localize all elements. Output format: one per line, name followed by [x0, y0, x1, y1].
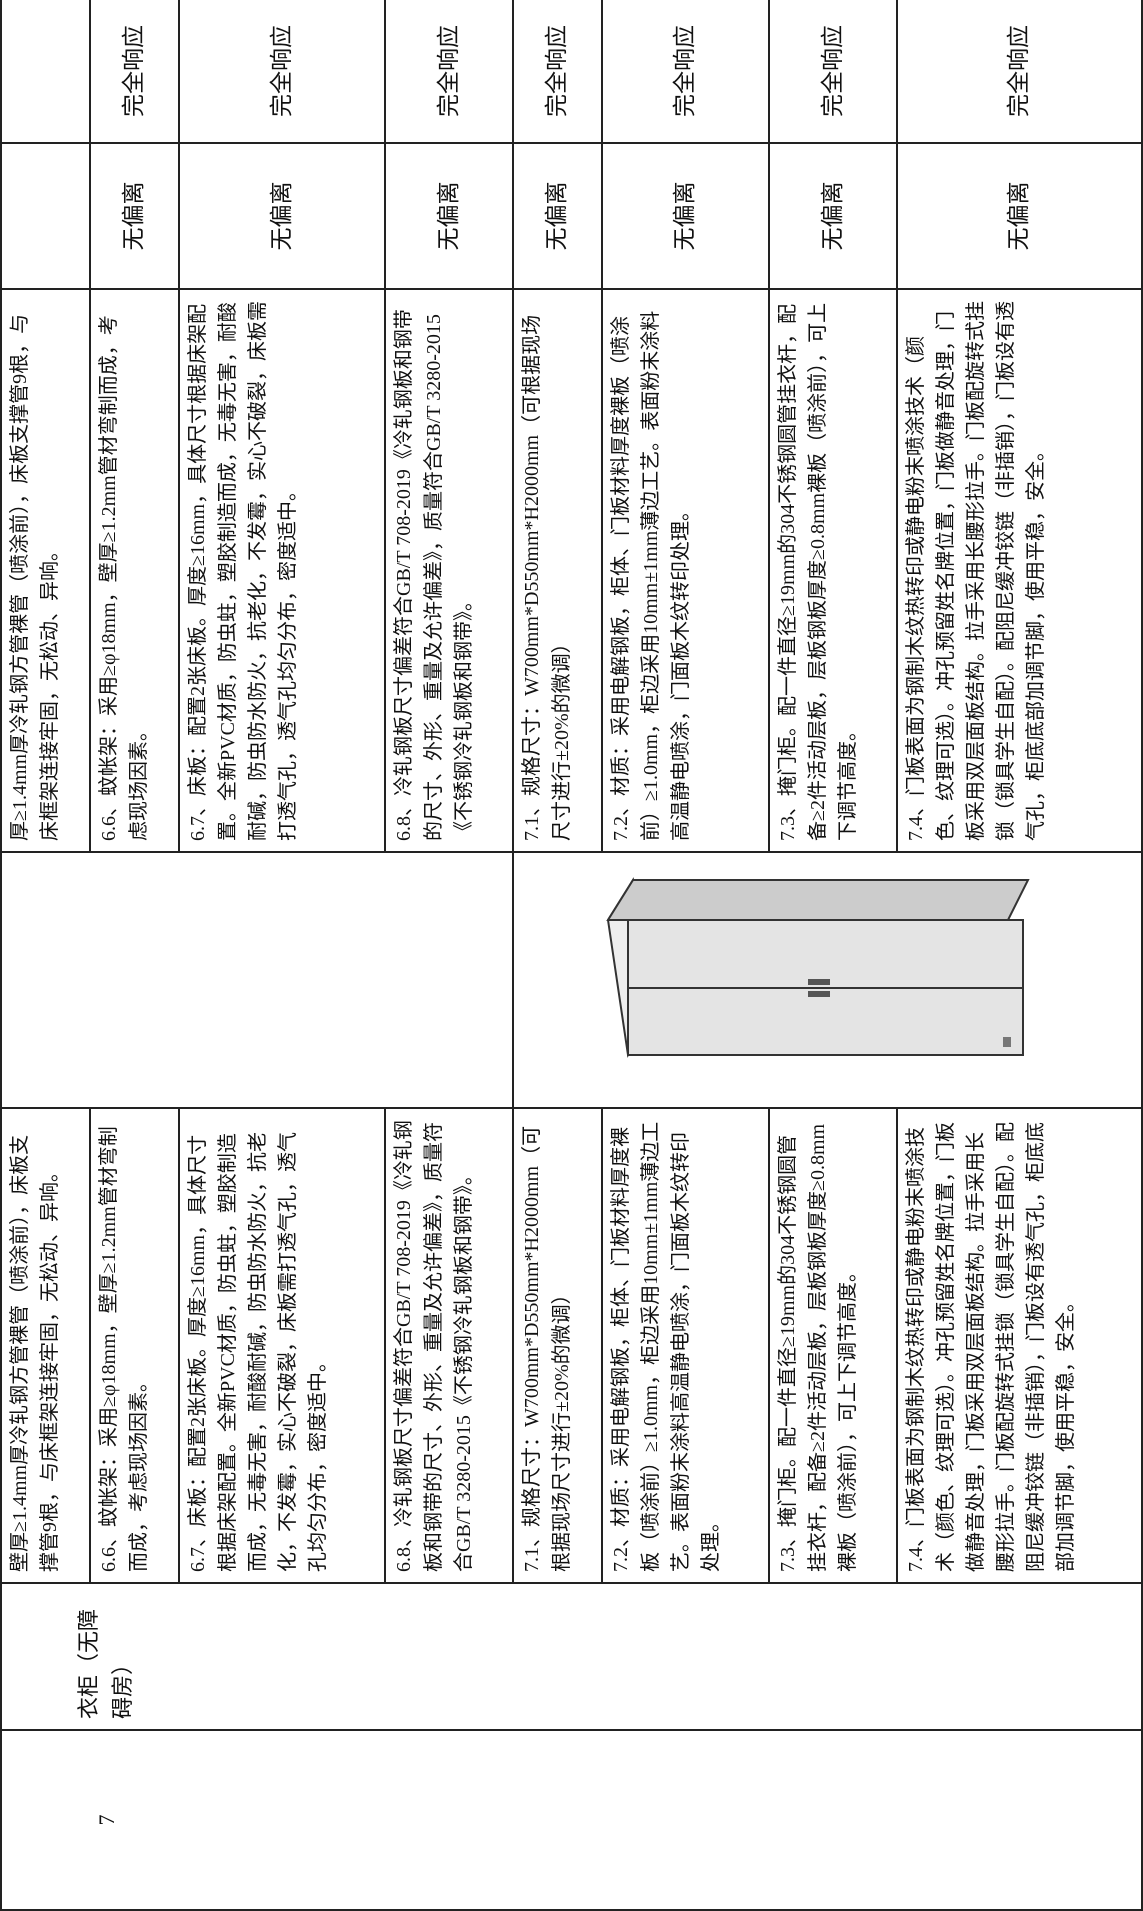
response-text: 7.4、门板表面为钢制木纹热转印或静电粉末喷涂技术（颜色、纹理可选）。冲孔预留姓… — [904, 301, 1047, 841]
compliance-cell: 完全响应 — [896, 0, 1142, 143]
requirement-cell: 壁厚≥1.4mm厚冷轧钢方管裸管（喷涂前），床板支撑管9根，与床框架连接牢固，无… — [1, 1108, 90, 1583]
deviation-cell — [1, 143, 90, 289]
response-text: 7.1、规格尺寸：W700mm*D550mm*H2000mm（可根据现场尺寸进行… — [520, 314, 573, 841]
requirement-cell: 7.2、材质：采用电解钢板，柜体、门板材料厚度裸板（喷涂前）≥1.0mm，柜边采… — [601, 1108, 769, 1583]
deviation-cell: 无偏离 — [384, 143, 513, 289]
requirement-text: 6.8、冷轧钢板尺寸偏差符合GB/T 708-2019《冷轧钢板和钢带的尺寸、外… — [392, 1120, 475, 1572]
response-text: 7.2、材质：采用电解钢板，柜体、门板材料厚度裸板（喷涂前）≥1.0mm，柜边采… — [609, 310, 692, 841]
compliance-text: 完全响应 — [544, 25, 570, 117]
image-cell — [1, 852, 513, 1108]
table-row: 7.1、规格尺寸：W700mm*D550mm*H2000mm（可根据现场尺寸进行… — [512, 0, 1142, 1910]
item-number: 7 — [1, 1730, 1142, 1910]
requirement-text: 7.4、门板表面为钢制木纹热转印或静电粉末喷涂技术（颜色、纹理可选）。冲孔预留姓… — [904, 1122, 1077, 1572]
requirement-cell: 7.4、门板表面为钢制木纹热转印或静电粉末喷涂技术（颜色、纹理可选）。冲孔预留姓… — [896, 1108, 1142, 1583]
deviation-text: 无偏离 — [121, 181, 147, 251]
requirement-text: 6.7、床板：配置2张床板。厚度≥16mm，具体尺寸根据床架配置。全新PVC材质… — [186, 1132, 329, 1572]
compliance-text: 完全响应 — [672, 25, 698, 117]
compliance-text: 完全响应 — [819, 25, 845, 117]
requirement-cell: 6.6、蚊帐架：采用≥φ18mm，壁厚≥1.2mm管材弯制而成，考虑现场因素。 — [89, 1108, 179, 1583]
deviation-cell: 无偏离 — [512, 143, 602, 289]
compliance-cell: 完全响应 — [89, 0, 179, 143]
response-text: 厚≥1.4mm厚冷轧钢方管裸管（喷涂前），床板支撑管9根，与床框架连接牢固，无松… — [9, 313, 61, 841]
response-text: 6.7、床板：配置2张床板。厚度≥16mm，具体尺寸根据床架配置。全新PVC材质… — [186, 301, 299, 841]
deviation-text: 无偏离 — [819, 181, 845, 251]
requirement-text: 7.2、材质：采用电解钢板，柜体、门板材料厚度裸板（喷涂前）≥1.0mm，柜边采… — [609, 1121, 722, 1572]
item-number-text: 7 — [94, 1814, 119, 1826]
image-cell — [512, 852, 1142, 1108]
response-cell: 7.4、门板表面为钢制木纹热转印或静电粉末喷涂技术（颜色、纹理可选）。冲孔预留姓… — [896, 289, 1142, 852]
response-text: 6.6、蚊帐架：采用≥φ18mm，壁厚≥1.2mm管材弯制而成，考虑现场因素。 — [97, 315, 150, 841]
response-text: 7.3、掩门柜。配一件直径≥19mm的304不锈钢圆管挂衣杆，配备≥2件活动层板… — [776, 302, 859, 841]
item-name-text: 衣柜（无障碍房） — [76, 1608, 135, 1719]
requirement-text: 7.3、掩门柜。配一件直径≥19mm的304不锈钢圆管挂衣杆，配备≥2件活动层板… — [776, 1123, 859, 1572]
requirement-cell: 6.7、床板：配置2张床板。厚度≥16mm，具体尺寸根据床架配置。全新PVC材质… — [178, 1108, 385, 1583]
response-cell: 7.1、规格尺寸：W700mm*D550mm*H2000mm（可根据现场尺寸进行… — [512, 289, 602, 852]
item-name: 衣柜（无障碍房） — [1, 1583, 1142, 1730]
deviation-text: 无偏离 — [672, 181, 698, 251]
compliance-cell: 完全响应 — [601, 0, 769, 143]
compliance-cell — [1, 0, 90, 143]
response-cell: 7.2、材质：采用电解钢板，柜体、门板材料厚度裸板（喷涂前）≥1.0mm，柜边采… — [601, 289, 769, 852]
cabinet-image — [606, 877, 1030, 1058]
requirement-text: 6.6、蚊帐架：采用≥φ18mm，壁厚≥1.2mm管材弯制而成，考虑现场因素。 — [97, 1126, 150, 1572]
compliance-text: 完全响应 — [435, 25, 461, 117]
response-cell: 6.7、床板：配置2张床板。厚度≥16mm，具体尺寸根据床架配置。全新PVC材质… — [178, 289, 385, 852]
compliance-cell: 完全响应 — [512, 0, 602, 143]
deviation-cell: 无偏离 — [601, 143, 769, 289]
requirement-cell: 6.8、冷轧钢板尺寸偏差符合GB/T 708-2019《冷轧钢板和钢带的尺寸、外… — [384, 1108, 513, 1583]
compliance-cell: 完全响应 — [768, 0, 897, 143]
deviation-cell: 无偏离 — [896, 143, 1142, 289]
deviation-text: 无偏离 — [268, 181, 294, 251]
response-cell: 6.6、蚊帐架：采用≥φ18mm，壁厚≥1.2mm管材弯制而成，考虑现场因素。 — [89, 289, 179, 852]
response-cell: 7.3、掩门柜。配一件直径≥19mm的304不锈钢圆管挂衣杆，配备≥2件活动层板… — [768, 289, 897, 852]
compliance-text: 完全响应 — [268, 25, 294, 117]
requirement-text: 7.1、规格尺寸：W700mm*D550mm*H2000mm（可根据现场尺寸进行… — [520, 1125, 573, 1572]
deviation-text: 无偏离 — [1006, 181, 1032, 251]
deviation-cell: 无偏离 — [178, 143, 385, 289]
deviation-text: 无偏离 — [544, 181, 570, 251]
response-cell: 厚≥1.4mm厚冷轧钢方管裸管（喷涂前），床板支撑管9根，与床框架连接牢固，无松… — [1, 289, 90, 852]
compliance-text: 完全响应 — [121, 25, 147, 117]
response-cell: 6.8、冷轧钢板尺寸偏差符合GB/T 708-2019《冷轧钢板和钢带的尺寸、外… — [384, 289, 513, 852]
deviation-cell: 无偏离 — [768, 143, 897, 289]
response-text: 6.8、冷轧钢板尺寸偏差符合GB/T 708-2019《冷轧钢板和钢带的尺寸、外… — [392, 309, 475, 841]
compliance-cell: 完全响应 — [384, 0, 513, 143]
requirement-cell: 7.3、掩门柜。配一件直径≥19mm的304不锈钢圆管挂衣杆，配备≥2件活动层板… — [768, 1108, 897, 1583]
deviation-text: 无偏离 — [435, 181, 461, 251]
requirement-cell: 7.1、规格尺寸：W700mm*D550mm*H2000mm（可根据现场尺寸进行… — [512, 1108, 602, 1583]
compliance-text: 完全响应 — [1006, 25, 1032, 117]
requirement-text: 壁厚≥1.4mm厚冷轧钢方管裸管（喷涂前），床板支撑管9根，与床框架连接牢固，无… — [9, 1134, 61, 1572]
compliance-cell: 完全响应 — [178, 0, 385, 143]
deviation-cell: 无偏离 — [89, 143, 179, 289]
